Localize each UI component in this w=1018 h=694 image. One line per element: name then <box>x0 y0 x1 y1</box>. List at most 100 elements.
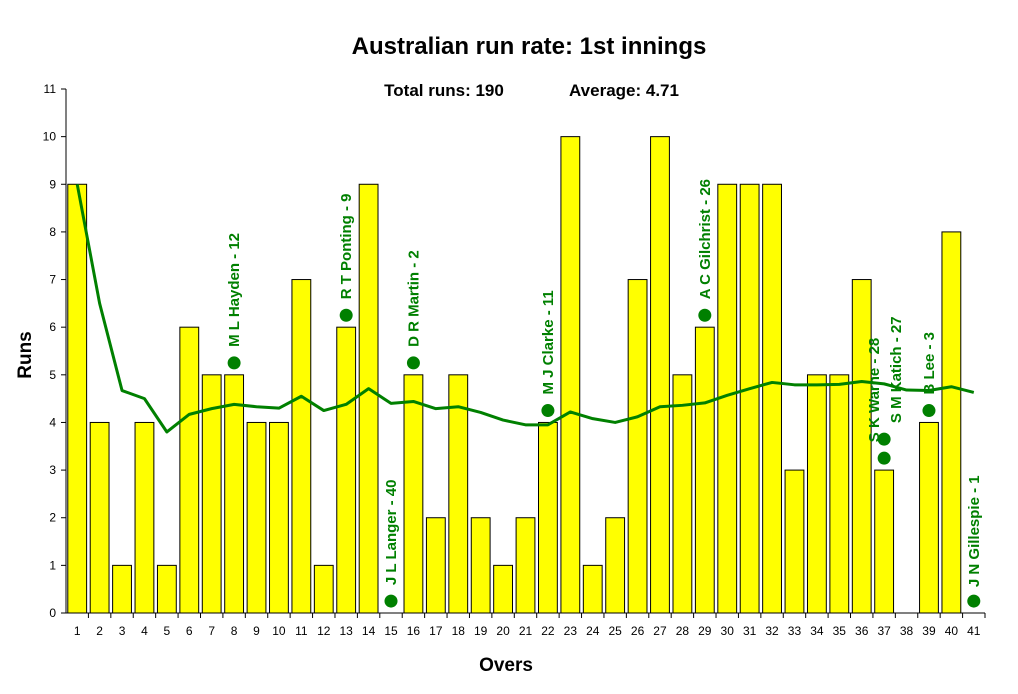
x-tick-label: 10 <box>272 624 286 638</box>
y-axis-title: Runs <box>15 331 36 379</box>
x-tick-label: 31 <box>743 624 757 638</box>
x-tick-label: 39 <box>922 624 936 638</box>
x-tick-label: 23 <box>564 624 578 638</box>
x-tick-label: 8 <box>231 624 238 638</box>
wicket-marker <box>967 594 981 608</box>
x-tick-label: 24 <box>586 624 600 638</box>
x-tick-label: 40 <box>945 624 959 638</box>
y-tick-label: 6 <box>49 320 56 334</box>
bar <box>425 517 446 614</box>
wicket-label: M J Clarke - 11 <box>540 290 557 394</box>
wicket-label: S M Katich - 27 <box>888 316 905 423</box>
bar <box>291 279 312 614</box>
x-axis-title: Overs <box>479 655 533 676</box>
y-tick-label: 9 <box>49 177 56 191</box>
x-tick-label: 30 <box>721 624 735 638</box>
x-tick-label: 2 <box>96 624 103 638</box>
wicket-label: J L Langer - 40 <box>383 480 400 586</box>
bar <box>672 374 693 614</box>
wicket-label: M L Hayden - 12 <box>226 233 243 347</box>
x-tick-label: 16 <box>407 624 421 638</box>
x-tick-label: 38 <box>900 624 914 638</box>
bar <box>358 183 379 614</box>
bar <box>313 564 334 614</box>
y-tick-label: 4 <box>49 415 56 429</box>
wicket-label: B Lee - 3 <box>921 332 938 395</box>
x-tick-label: 35 <box>833 624 847 638</box>
bar <box>134 421 155 614</box>
bar <box>493 564 514 614</box>
bar <box>582 564 603 614</box>
x-tick-label: 9 <box>253 624 260 638</box>
bar <box>941 231 962 614</box>
wicket-label: D R Martin - 2 <box>405 250 422 347</box>
wicket-marker <box>541 404 555 418</box>
bar <box>919 421 939 614</box>
x-tick-label: 19 <box>474 624 488 638</box>
bar <box>806 374 827 614</box>
bar <box>694 326 715 614</box>
x-tick-label: 25 <box>608 624 622 638</box>
bar <box>560 136 581 614</box>
bar <box>762 183 782 614</box>
wicket-marker <box>227 356 241 370</box>
bar <box>851 279 872 614</box>
x-tick-label: 36 <box>855 624 869 638</box>
x-tick-label: 6 <box>186 624 193 638</box>
bar <box>650 136 670 614</box>
wicket-label: A C Gilchrist - 26 <box>697 179 714 299</box>
bar <box>470 517 491 614</box>
bar <box>605 517 626 614</box>
y-tick-label: 8 <box>49 225 56 239</box>
wicket-label: J N Gillespie - 1 <box>966 475 983 587</box>
wicket-label: S K Warne - 28 <box>866 338 883 442</box>
chart-title: Australian run rate: 1st innings <box>352 33 707 60</box>
bar <box>67 183 88 614</box>
bar <box>156 564 177 614</box>
wicket-marker <box>406 356 420 370</box>
y-tick-label: 11 <box>44 82 57 96</box>
bar <box>336 326 357 614</box>
x-tick-label: 37 <box>877 624 891 638</box>
bar <box>224 374 245 614</box>
wicket-marker <box>922 404 936 418</box>
x-tick-label: 22 <box>541 624 555 638</box>
bar <box>829 374 850 614</box>
x-tick-label: 21 <box>519 624 533 638</box>
wicket-marker <box>877 432 891 446</box>
x-tick-label: 14 <box>362 624 376 638</box>
total-runs-label: Total runs: 190 <box>384 81 504 100</box>
x-tick-label: 11 <box>295 624 308 638</box>
x-tick-label: 41 <box>967 624 981 638</box>
bar <box>538 421 558 614</box>
x-tick-label: 12 <box>317 624 331 638</box>
bar <box>246 421 267 614</box>
x-tick-label: 33 <box>788 624 802 638</box>
y-tick-label: 3 <box>49 463 56 477</box>
x-tick-label: 7 <box>208 624 215 638</box>
bar <box>112 564 132 614</box>
x-tick-label: 32 <box>765 624 779 638</box>
bar <box>739 183 760 614</box>
x-tick-label: 20 <box>496 624 510 638</box>
bar <box>784 469 805 614</box>
x-tick-label: 18 <box>452 624 466 638</box>
x-tick-label: 5 <box>164 624 171 638</box>
wicket-label: R T Ponting - 9 <box>338 193 355 299</box>
wicket-marker <box>698 308 712 322</box>
x-tick-label: 4 <box>141 624 148 638</box>
x-tick-label: 17 <box>429 624 443 638</box>
bar <box>515 517 536 614</box>
y-tick-label: 1 <box>49 558 56 572</box>
bar <box>179 326 200 614</box>
x-tick-label: 28 <box>676 624 690 638</box>
bar <box>269 421 289 614</box>
y-tick-label: 10 <box>43 130 57 144</box>
x-tick-label: 34 <box>810 624 824 638</box>
wicket-marker <box>339 308 353 322</box>
x-tick-label: 29 <box>698 624 712 638</box>
x-tick-label: 13 <box>340 624 354 638</box>
bar <box>403 374 424 614</box>
